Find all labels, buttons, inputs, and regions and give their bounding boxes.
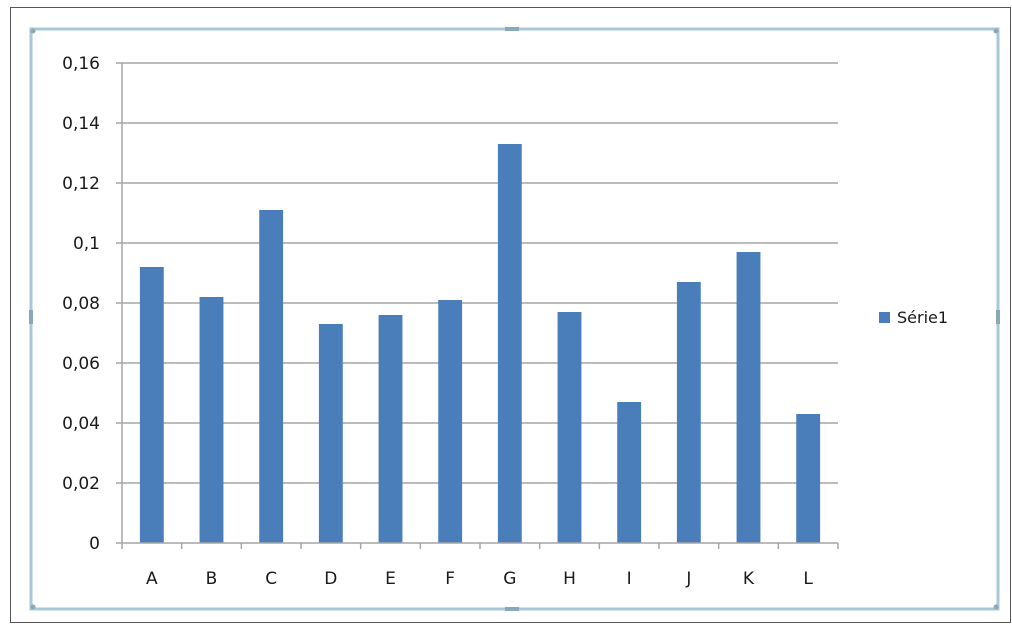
x-tick-label: J (685, 569, 691, 589)
bar-h[interactable] (557, 312, 582, 543)
bar-l[interactable] (796, 414, 821, 543)
y-tick-label: 0,12 (62, 174, 100, 194)
bar-c[interactable] (259, 210, 284, 543)
handle-bottom-right[interactable] (993, 604, 999, 610)
handle-top-center[interactable] (505, 27, 519, 31)
legend-label: Série1 (897, 308, 948, 327)
y-tick-label: 0,16 (62, 54, 100, 74)
x-tick-label: F (445, 569, 455, 589)
x-tick-labels: A B C D E F G H I J K L (146, 569, 813, 589)
y-tick-label: 0,1 (73, 234, 100, 254)
x-tick-label: E (385, 569, 396, 589)
y-tick-label: 0,14 (62, 114, 100, 134)
x-tick-label: C (265, 569, 277, 589)
y-tick-label: 0,08 (62, 294, 100, 314)
x-tick-label: D (324, 569, 337, 589)
bar-e[interactable] (378, 315, 403, 543)
handle-top-left[interactable] (30, 28, 36, 34)
bar-d[interactable] (318, 324, 343, 543)
y-tick-label: 0,04 (62, 414, 100, 434)
bar-j[interactable] (676, 282, 701, 543)
x-tick-label: H (563, 569, 576, 589)
bar-k[interactable] (736, 252, 761, 543)
bar-g[interactable] (497, 144, 522, 543)
bar-series[interactable] (139, 144, 821, 543)
x-tick-label: L (803, 569, 813, 589)
bar-f[interactable] (438, 300, 463, 543)
x-tick-label: G (503, 569, 516, 589)
x-tick-label: I (627, 569, 632, 589)
bar-a[interactable] (139, 267, 164, 543)
handle-left-center[interactable] (29, 310, 33, 324)
x-tick-label: B (206, 569, 218, 589)
handle-bottom-left[interactable] (30, 604, 36, 610)
resize-handles[interactable] (29, 27, 1000, 611)
bar-b[interactable] (199, 297, 224, 543)
axes (116, 62, 839, 549)
y-tick-label: 0,02 (62, 474, 100, 494)
x-tick-label: K (743, 569, 755, 589)
y-tick-label: 0,06 (62, 354, 100, 374)
handle-top-right[interactable] (993, 28, 999, 34)
handle-right-center[interactable] (996, 310, 1000, 324)
bar-i[interactable] (617, 402, 642, 543)
x-tick-label: A (146, 569, 158, 589)
y-tick-labels: 0 0,02 0,04 0,06 0,08 0,1 0,12 0,14 0,16 (62, 54, 100, 554)
handle-bottom-center[interactable] (505, 607, 519, 611)
legend-swatch (879, 312, 890, 323)
gridlines (122, 62, 838, 484)
legend[interactable]: Série1 (879, 308, 948, 327)
y-tick-label: 0 (89, 534, 100, 554)
